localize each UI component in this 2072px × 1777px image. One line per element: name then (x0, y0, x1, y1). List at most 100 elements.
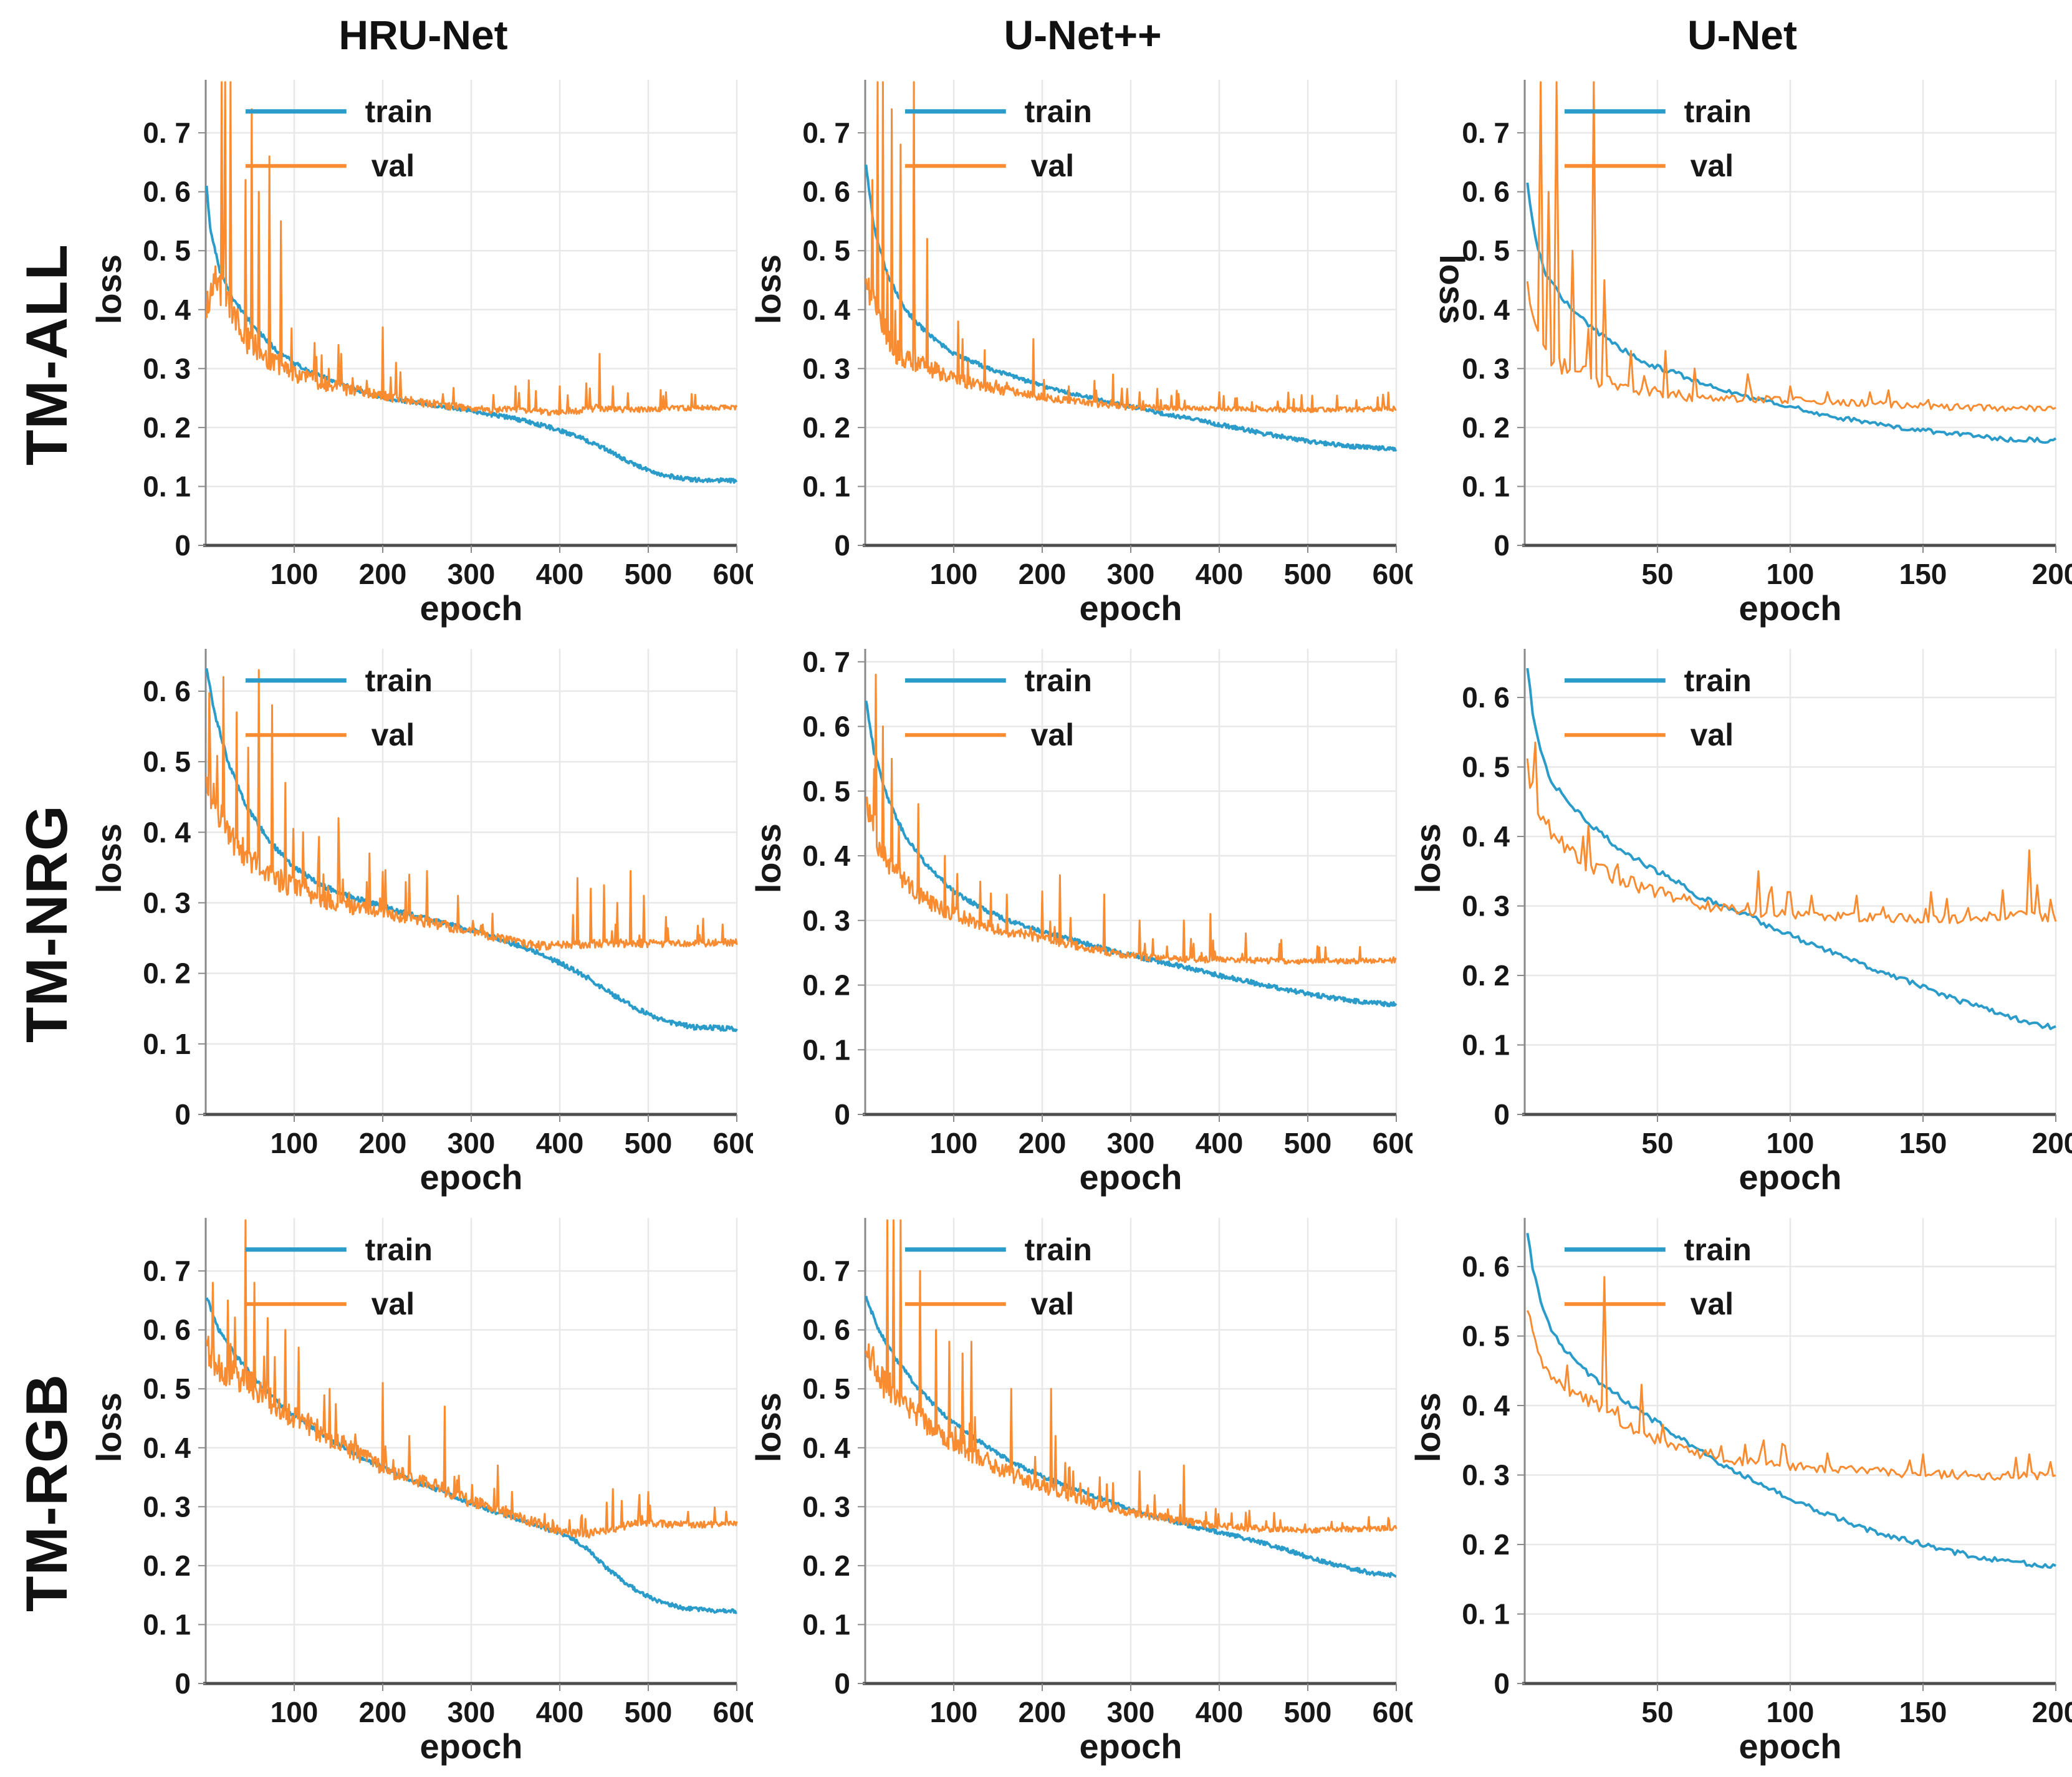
svg-text:0. 5: 0. 5 (802, 775, 850, 807)
svg-text:600: 600 (713, 1127, 753, 1159)
svg-text:epoch: epoch (420, 1727, 523, 1766)
svg-text:200: 200 (1019, 1127, 1067, 1159)
svg-text:epoch: epoch (420, 588, 523, 628)
svg-text:val: val (372, 148, 415, 183)
svg-text:0. 3: 0. 3 (1462, 1459, 1510, 1492)
svg-text:0. 4: 0. 4 (1462, 1389, 1510, 1422)
svg-text:100: 100 (271, 1696, 319, 1728)
svg-text:0. 6: 0. 6 (143, 675, 191, 707)
chart-tm-nrg-u-net: 0. 1 0. 2 0. 3 0. 4 0. 5 0. 6 0 50 100 150 200 epoc… (1413, 649, 2072, 1197)
chart-cell: 0. 1 0. 2 0. 3 0. 4 0. 5 0. 6 0. 7 0 100 200 300 40… (94, 1208, 753, 1777)
svg-text:epoch: epoch (1739, 588, 1842, 628)
svg-text:0. 7: 0. 7 (802, 117, 850, 149)
svg-text:0. 4: 0. 4 (802, 294, 850, 326)
svg-text:200: 200 (2032, 558, 2072, 590)
svg-text:0: 0 (1494, 1667, 1510, 1700)
svg-text:100: 100 (271, 1127, 319, 1159)
svg-text:500: 500 (625, 558, 673, 590)
svg-text:500: 500 (625, 1127, 673, 1159)
svg-text:0. 3: 0. 3 (1462, 890, 1510, 922)
svg-text:400: 400 (1196, 558, 1244, 590)
svg-text:0. 2: 0. 2 (802, 969, 850, 1002)
svg-text:200: 200 (2032, 1696, 2072, 1728)
svg-text:300: 300 (448, 1127, 496, 1159)
svg-text:0. 1: 0. 1 (1462, 470, 1510, 502)
chart-tm-nrg-u-net-plus-plus: 0. 1 0. 2 0. 3 0. 4 0. 5 0. 6 0. 7 0 100 200 300 40… (753, 646, 1413, 1197)
svg-text:0. 1: 0. 1 (143, 1028, 191, 1060)
svg-text:100: 100 (930, 558, 978, 590)
svg-text:loss: loss (94, 254, 128, 324)
svg-text:0. 4: 0. 4 (143, 294, 191, 326)
svg-text:0: 0 (834, 1098, 850, 1131)
svg-text:loss: loss (1413, 1392, 1447, 1462)
chart-cell: 0. 1 0. 2 0. 3 0. 4 0. 5 0. 6 0. 7 0 50 100 150 200… (1413, 70, 2072, 639)
svg-text:val: val (1031, 148, 1075, 183)
svg-text:0. 5: 0. 5 (802, 234, 850, 267)
svg-text:0. 5: 0. 5 (143, 1372, 191, 1405)
svg-text:0. 2: 0. 2 (1462, 959, 1510, 992)
svg-text:200: 200 (359, 558, 407, 590)
svg-text:500: 500 (625, 1696, 673, 1728)
svg-text:0. 2: 0. 2 (1462, 411, 1510, 444)
svg-text:train: train (1684, 1232, 1752, 1267)
svg-text:0. 7: 0. 7 (143, 1255, 191, 1287)
corner-spacer (0, 0, 94, 70)
chart-cell: 0. 1 0. 2 0. 3 0. 4 0. 5 0. 6 0 50 100 150 200 epoc… (1413, 639, 2072, 1208)
svg-text:val: val (1691, 148, 1734, 183)
svg-text:300: 300 (1107, 1127, 1155, 1159)
svg-text:epoch: epoch (1739, 1727, 1842, 1766)
svg-text:300: 300 (1107, 1696, 1155, 1728)
svg-text:0. 3: 0. 3 (802, 352, 850, 385)
svg-text:loss: loss (94, 823, 128, 893)
svg-text:0. 6: 0. 6 (802, 1314, 850, 1346)
chart-cell: 0. 1 0. 2 0. 3 0. 4 0. 5 0. 6 0. 7 0 100 200 300 40… (753, 70, 1413, 639)
svg-text:0. 4: 0. 4 (1462, 294, 1510, 326)
svg-text:0. 5: 0. 5 (1462, 1320, 1510, 1353)
svg-text:train: train (365, 1232, 433, 1267)
svg-text:loss: loss (1413, 823, 1447, 893)
svg-text:0. 6: 0. 6 (802, 176, 850, 208)
chart-tm-all-hru-net: 0. 1 0. 2 0. 3 0. 4 0. 5 0. 6 0. 7 0 100 200 300 40… (94, 80, 753, 628)
svg-text:loss: loss (753, 823, 788, 893)
svg-text:0. 5: 0. 5 (143, 234, 191, 267)
svg-text:0. 3: 0. 3 (802, 904, 850, 937)
svg-text:0. 4: 0. 4 (802, 1432, 850, 1464)
svg-text:50: 50 (1641, 1127, 1673, 1159)
svg-text:100: 100 (271, 558, 319, 590)
svg-text:train: train (1025, 1232, 1092, 1267)
svg-text:0. 6: 0. 6 (1462, 681, 1510, 714)
svg-text:val: val (1691, 1286, 1734, 1321)
svg-text:0. 5: 0. 5 (802, 1372, 850, 1405)
svg-text:200: 200 (1019, 558, 1067, 590)
svg-text:150: 150 (1899, 1127, 1947, 1159)
svg-text:0. 2: 0. 2 (143, 411, 191, 444)
svg-text:100: 100 (1767, 558, 1815, 590)
chart-cell: 0. 1 0. 2 0. 3 0. 4 0. 5 0. 6 0 100 200 300 400 500… (94, 639, 753, 1208)
svg-text:0. 7: 0. 7 (143, 117, 191, 149)
svg-text:600: 600 (1373, 1127, 1413, 1159)
column-title-u-net-plus-plus: U-Net++ (1004, 12, 1162, 58)
svg-text:0. 5: 0. 5 (143, 745, 191, 778)
svg-text:loss: loss (1432, 254, 1472, 324)
svg-text:0. 3: 0. 3 (143, 886, 191, 919)
svg-text:0. 3: 0. 3 (143, 1490, 191, 1523)
svg-text:0: 0 (834, 1667, 850, 1700)
svg-text:0. 7: 0. 7 (802, 646, 850, 678)
chart-cell: 0. 1 0. 2 0. 3 0. 4 0. 5 0. 6 0. 7 0 100 200 300 40… (94, 70, 753, 639)
svg-text:0: 0 (834, 529, 850, 562)
svg-text:300: 300 (448, 1696, 496, 1728)
svg-text:0. 3: 0. 3 (802, 1490, 850, 1523)
svg-text:0. 6: 0. 6 (1462, 176, 1510, 208)
svg-text:0. 6: 0. 6 (1462, 1250, 1510, 1283)
row-label-tm-all: TM-ALL (14, 243, 79, 466)
svg-text:val: val (1691, 717, 1734, 752)
svg-text:400: 400 (536, 558, 584, 590)
row-label-tm-nrg: TM-NRG (14, 804, 80, 1043)
chart-tm-rgb-u-net: 0. 1 0. 2 0. 3 0. 4 0. 5 0. 6 0 50 100 150 200 epoc… (1413, 1218, 2072, 1766)
column-title-hru-net: HRU-Net (338, 12, 508, 58)
column-title-u-net: U-Net (1687, 12, 1797, 58)
svg-text:0. 2: 0. 2 (1462, 1528, 1510, 1561)
chart-tm-all-u-net: 0. 1 0. 2 0. 3 0. 4 0. 5 0. 6 0. 7 0 50 100 150 200… (1432, 80, 2072, 628)
svg-text:500: 500 (1284, 1127, 1332, 1159)
